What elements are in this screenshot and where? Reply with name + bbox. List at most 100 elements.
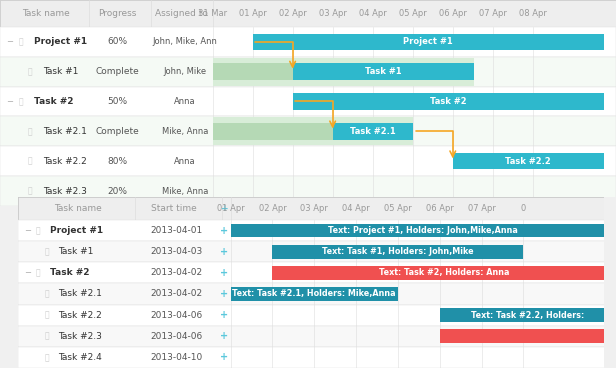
Bar (293, 63, 474, 80)
Text: Mike, Anna: Mike, Anna (161, 127, 208, 136)
Text: Task #2.2: Task #2.2 (505, 157, 551, 166)
Text: Task #2.2: Task #2.2 (43, 157, 87, 166)
Text: 📄: 📄 (28, 67, 33, 76)
FancyBboxPatch shape (0, 0, 616, 206)
Bar (213, 63, 474, 80)
Text: −: − (6, 97, 13, 106)
Text: 2013-04-02: 2013-04-02 (151, 290, 203, 298)
Text: Task #2.4: Task #2.4 (59, 353, 102, 362)
Text: 02 Apr: 02 Apr (259, 204, 286, 213)
Bar (18, 283, 616, 305)
Bar (333, 123, 413, 139)
Text: 03 Apr: 03 Apr (301, 204, 328, 213)
Text: 2013-04-02: 2013-04-02 (151, 268, 203, 277)
Text: 2013-04-06: 2013-04-06 (151, 332, 203, 341)
Text: +: + (220, 247, 228, 257)
Bar (230, 287, 398, 301)
Bar (453, 153, 604, 170)
Text: +: + (221, 204, 229, 213)
Text: Text: Task #1, Holders: John,Mike: Text: Task #1, Holders: John,Mike (322, 247, 474, 256)
Bar (253, 33, 604, 50)
Text: 2013-04-06: 2013-04-06 (151, 311, 203, 320)
Text: 07 Apr: 07 Apr (479, 9, 507, 18)
Text: 31 Mar: 31 Mar (198, 9, 227, 18)
Text: Mike, Anna: Mike, Anna (161, 187, 208, 196)
Text: +: + (220, 268, 228, 278)
Text: 04 Apr: 04 Apr (342, 204, 370, 213)
Text: Anna: Anna (174, 97, 196, 106)
Text: 01 Apr: 01 Apr (217, 204, 245, 213)
Text: Task #2.3: Task #2.3 (43, 187, 87, 196)
Text: +: + (220, 226, 228, 236)
Text: Task #2.1: Task #2.1 (43, 127, 87, 136)
Text: John, Mike, Ann: John, Mike, Ann (152, 37, 217, 46)
Text: Task #2: Task #2 (34, 97, 73, 106)
Bar (18, 262, 616, 283)
Text: 📄: 📄 (44, 311, 49, 320)
Text: Start time: Start time (151, 204, 197, 213)
Text: 📄: 📄 (44, 353, 49, 362)
Text: 06 Apr: 06 Apr (439, 9, 467, 18)
Text: 80%: 80% (107, 157, 127, 166)
Text: Task #1: Task #1 (365, 67, 402, 76)
Bar (213, 123, 413, 139)
Text: Project #1: Project #1 (49, 226, 103, 235)
Text: 08 Apr: 08 Apr (519, 9, 547, 18)
Text: Task #1: Task #1 (59, 247, 94, 256)
Text: Complete: Complete (95, 127, 139, 136)
Bar (18, 326, 616, 347)
Text: +: + (220, 331, 228, 341)
Text: 📄: 📄 (44, 290, 49, 298)
Text: 0: 0 (521, 204, 526, 213)
Text: Task #1: Task #1 (43, 67, 78, 76)
Text: John, Mike: John, Mike (163, 67, 206, 76)
Text: Text: Project #1, Holders: John,Mike,Anna: Text: Project #1, Holders: John,Mike,Ann… (328, 226, 518, 235)
Text: Text: Task #2.2, Holders:: Text: Task #2.2, Holders: (471, 311, 585, 320)
FancyBboxPatch shape (18, 197, 616, 368)
Text: 03 Apr: 03 Apr (318, 9, 347, 18)
Bar (18, 220, 616, 241)
Bar (18, 347, 616, 368)
Text: 📄: 📄 (44, 332, 49, 341)
Text: 📄: 📄 (28, 187, 33, 196)
Bar (440, 308, 616, 322)
Text: −: − (6, 37, 13, 46)
Text: 📄: 📄 (44, 247, 49, 256)
Text: 50%: 50% (107, 97, 127, 106)
Text: Text: Task #2.1, Holders: Mike,Anna: Text: Task #2.1, Holders: Mike,Anna (232, 290, 396, 298)
Text: Task #2: Task #2 (430, 97, 466, 106)
Text: 05 Apr: 05 Apr (399, 9, 427, 18)
Bar (272, 266, 616, 280)
Text: Complete: Complete (95, 67, 139, 76)
Text: Task #2.1: Task #2.1 (59, 290, 102, 298)
Text: Text: Task #2, Holders: Anna: Text: Task #2, Holders: Anna (379, 268, 509, 277)
Text: Task name: Task name (22, 9, 70, 18)
Text: 02 Apr: 02 Apr (278, 9, 307, 18)
Bar (213, 58, 474, 85)
Text: +: + (220, 289, 228, 299)
Text: 📄: 📄 (28, 127, 33, 136)
Bar (18, 305, 616, 326)
Text: 2013-04-10: 2013-04-10 (151, 353, 203, 362)
Text: Task #2.1: Task #2.1 (350, 127, 395, 136)
Bar (604, 197, 616, 368)
Bar (0, 86, 616, 116)
Text: 05 Apr: 05 Apr (384, 204, 411, 213)
Bar (18, 197, 616, 220)
Text: Assigned to: Assigned to (155, 9, 208, 18)
Text: 📄: 📄 (28, 157, 33, 166)
Bar (293, 93, 604, 110)
Text: Task #2.3: Task #2.3 (59, 332, 102, 341)
Bar (18, 241, 616, 262)
Bar (213, 117, 413, 145)
Text: 📁: 📁 (18, 97, 23, 106)
Text: 04 Apr: 04 Apr (359, 9, 387, 18)
Text: Project #1: Project #1 (34, 37, 87, 46)
Bar (0, 27, 616, 57)
Bar (0, 0, 616, 27)
Bar (0, 176, 616, 206)
Text: 📁: 📁 (18, 37, 23, 46)
Bar (0, 57, 616, 86)
Text: 60%: 60% (107, 37, 127, 46)
Text: Task #2: Task #2 (49, 268, 89, 277)
